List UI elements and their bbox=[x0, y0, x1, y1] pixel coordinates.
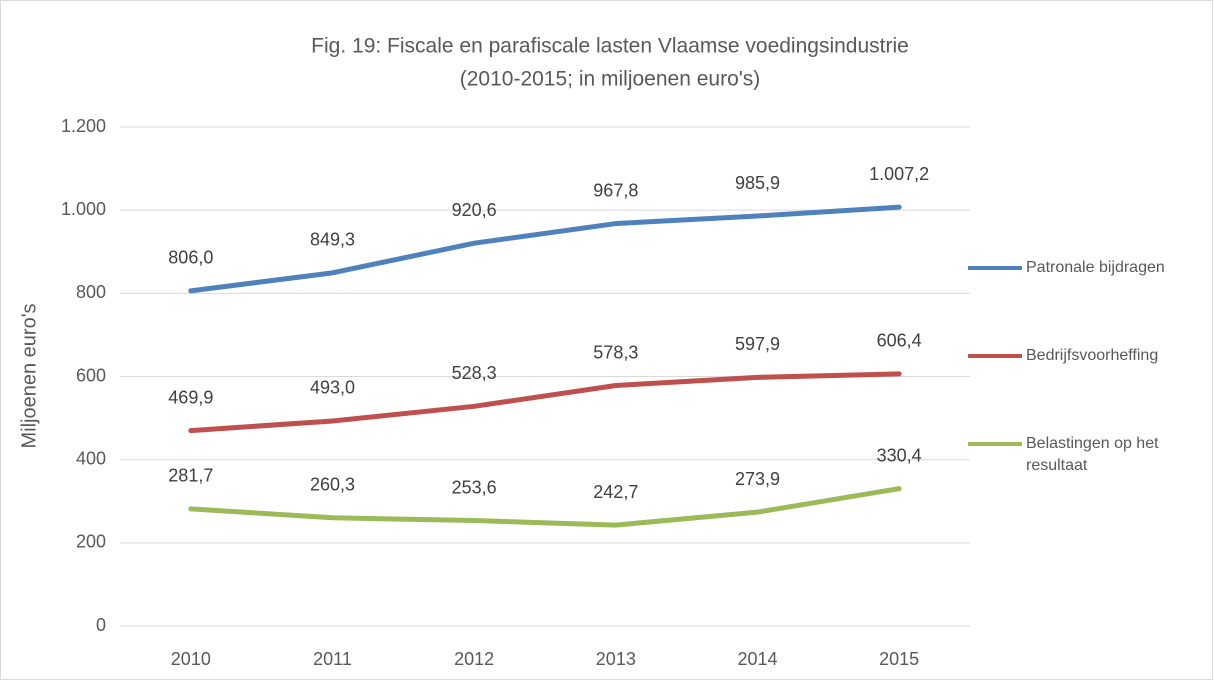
data-label: 273,9 bbox=[735, 469, 780, 489]
data-label: 597,9 bbox=[735, 334, 780, 354]
x-tick-label: 2011 bbox=[313, 649, 352, 669]
data-label: 528,3 bbox=[452, 363, 497, 383]
chart-subtitle: (2010-2015; in miljoenen euro's) bbox=[460, 68, 761, 91]
legend-item: Patronale bijdragen bbox=[968, 257, 1208, 279]
y-axis-label: Miljoenen euro's bbox=[18, 303, 40, 448]
y-tick-label: 600 bbox=[76, 365, 106, 385]
y-tick-label: 200 bbox=[76, 532, 106, 552]
legend-label: Patronale bijdragen bbox=[1026, 259, 1165, 276]
y-tick-label: 0 bbox=[96, 615, 106, 635]
y-tick-label: 1.200 bbox=[61, 116, 106, 136]
x-tick-label: 2010 bbox=[171, 649, 211, 669]
data-label: 806,0 bbox=[168, 248, 213, 268]
series-line bbox=[188, 371, 902, 434]
y-tick-label: 400 bbox=[76, 448, 106, 468]
y-tick-label: 1.000 bbox=[61, 199, 106, 219]
legend-label: Bedrijfsvoorheffing bbox=[1026, 347, 1159, 364]
x-tick-label: 2012 bbox=[454, 649, 494, 669]
x-tick-label: 2013 bbox=[596, 649, 636, 669]
data-label: 606,4 bbox=[877, 331, 922, 351]
data-label: 242,7 bbox=[593, 482, 638, 502]
chart-title: Fig. 19: Fiscale en parafiscale lasten V… bbox=[311, 35, 909, 58]
data-label: 1.007,2 bbox=[869, 164, 929, 184]
x-tick-label: 2015 bbox=[879, 649, 919, 669]
data-label: 578,3 bbox=[593, 342, 638, 362]
legend-item: Belastingen op het resultaat bbox=[968, 433, 1208, 477]
legend-swatch bbox=[968, 442, 1022, 446]
legend-item: Bedrijfsvoorheffing bbox=[968, 345, 1208, 367]
x-tick-label: 2014 bbox=[737, 649, 777, 669]
y-tick-label: 800 bbox=[76, 282, 106, 302]
data-label: 469,9 bbox=[168, 387, 213, 407]
data-label: 260,3 bbox=[310, 475, 355, 495]
legend-swatch bbox=[968, 266, 1022, 270]
data-label: 849,3 bbox=[310, 230, 355, 250]
data-label: 920,6 bbox=[452, 200, 497, 220]
data-label: 281,7 bbox=[168, 466, 213, 486]
data-label: 493,0 bbox=[310, 378, 355, 398]
legend-label: Belastingen op het resultaat bbox=[1026, 435, 1159, 474]
series-line bbox=[188, 204, 902, 294]
series-line bbox=[188, 486, 902, 528]
data-label: 330,4 bbox=[877, 445, 922, 465]
data-label: 967,8 bbox=[593, 180, 638, 200]
data-label: 253,6 bbox=[452, 477, 497, 497]
data-label: 985,9 bbox=[735, 173, 780, 193]
legend-swatch bbox=[968, 354, 1022, 358]
